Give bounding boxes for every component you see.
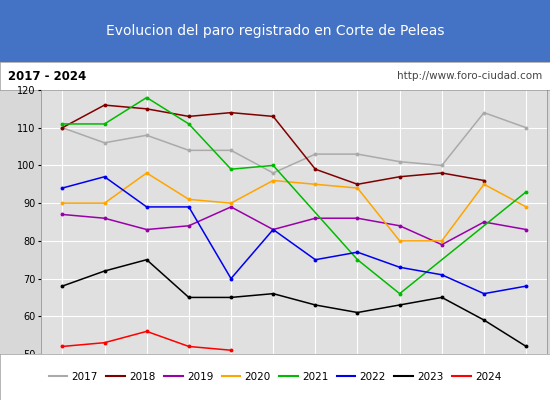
2021 bbox=[523, 190, 530, 194]
2023 bbox=[144, 257, 150, 262]
2019 bbox=[438, 242, 445, 247]
2020 bbox=[185, 197, 192, 202]
Line: 2018: 2018 bbox=[61, 104, 485, 186]
2022 bbox=[270, 227, 277, 232]
Line: 2023: 2023 bbox=[61, 258, 527, 348]
2018 bbox=[228, 110, 234, 115]
2024 bbox=[144, 329, 150, 334]
2021 bbox=[101, 122, 108, 126]
2019 bbox=[354, 216, 361, 221]
2017 bbox=[481, 110, 487, 115]
2018 bbox=[144, 106, 150, 111]
2021 bbox=[185, 122, 192, 126]
2019 bbox=[185, 223, 192, 228]
2022 bbox=[144, 204, 150, 209]
2022 bbox=[59, 186, 65, 190]
2023 bbox=[101, 269, 108, 274]
2020 bbox=[144, 170, 150, 175]
2020 bbox=[270, 178, 277, 183]
2024 bbox=[59, 344, 65, 349]
Legend: 2017, 2018, 2019, 2020, 2021, 2022, 2023, 2024: 2017, 2018, 2019, 2020, 2021, 2022, 2023… bbox=[45, 368, 505, 386]
2019 bbox=[397, 223, 403, 228]
2018 bbox=[101, 103, 108, 108]
Text: 2017 - 2024: 2017 - 2024 bbox=[8, 70, 86, 82]
2017 bbox=[228, 148, 234, 153]
2018 bbox=[312, 167, 318, 172]
Line: 2017: 2017 bbox=[61, 111, 527, 174]
2019 bbox=[59, 212, 65, 217]
2018 bbox=[481, 178, 487, 183]
2017 bbox=[101, 140, 108, 145]
2023 bbox=[312, 302, 318, 307]
2019 bbox=[101, 216, 108, 221]
2018 bbox=[438, 170, 445, 175]
2019 bbox=[144, 227, 150, 232]
2022 bbox=[523, 284, 530, 288]
2019 bbox=[270, 227, 277, 232]
Line: 2020: 2020 bbox=[61, 172, 527, 242]
2022 bbox=[101, 174, 108, 179]
2020 bbox=[59, 201, 65, 206]
2018 bbox=[185, 114, 192, 119]
2022 bbox=[397, 265, 403, 270]
2021 bbox=[144, 95, 150, 100]
2018 bbox=[354, 182, 361, 187]
2017 bbox=[354, 152, 361, 156]
2021 bbox=[397, 291, 403, 296]
2023 bbox=[481, 318, 487, 322]
2023 bbox=[185, 295, 192, 300]
2023 bbox=[397, 302, 403, 307]
2018 bbox=[59, 125, 65, 130]
Line: 2024: 2024 bbox=[61, 330, 232, 352]
2020 bbox=[312, 182, 318, 187]
Line: 2022: 2022 bbox=[61, 176, 527, 295]
Text: Evolucion del paro registrado en Corte de Peleas: Evolucion del paro registrado en Corte d… bbox=[106, 24, 444, 38]
2021 bbox=[59, 122, 65, 126]
2022 bbox=[481, 291, 487, 296]
2017 bbox=[523, 125, 530, 130]
2023 bbox=[438, 295, 445, 300]
2022 bbox=[354, 250, 361, 254]
2017 bbox=[59, 125, 65, 130]
2021 bbox=[228, 167, 234, 172]
2022 bbox=[312, 257, 318, 262]
2017 bbox=[438, 163, 445, 168]
2024 bbox=[101, 340, 108, 345]
2021 bbox=[354, 257, 361, 262]
2022 bbox=[228, 276, 234, 281]
2023 bbox=[270, 291, 277, 296]
2024 bbox=[228, 348, 234, 353]
2019 bbox=[481, 220, 487, 224]
2021 bbox=[270, 163, 277, 168]
2020 bbox=[397, 238, 403, 243]
Text: http://www.foro-ciudad.com: http://www.foro-ciudad.com bbox=[397, 71, 542, 81]
2020 bbox=[354, 186, 361, 190]
2023 bbox=[354, 310, 361, 315]
2017 bbox=[185, 148, 192, 153]
2024 bbox=[185, 344, 192, 349]
2019 bbox=[312, 216, 318, 221]
2020 bbox=[101, 201, 108, 206]
2020 bbox=[438, 238, 445, 243]
2022 bbox=[438, 272, 445, 277]
2017 bbox=[312, 152, 318, 156]
2022 bbox=[185, 204, 192, 209]
2018 bbox=[270, 114, 277, 119]
2023 bbox=[59, 284, 65, 288]
2019 bbox=[228, 204, 234, 209]
2018 bbox=[397, 174, 403, 179]
2020 bbox=[523, 204, 530, 209]
2020 bbox=[228, 201, 234, 206]
2023 bbox=[523, 344, 530, 349]
2017 bbox=[270, 170, 277, 175]
2017 bbox=[144, 133, 150, 138]
2020 bbox=[481, 182, 487, 187]
Line: 2021: 2021 bbox=[61, 96, 527, 295]
2017 bbox=[397, 159, 403, 164]
2019 bbox=[523, 227, 530, 232]
2023 bbox=[228, 295, 234, 300]
Line: 2019: 2019 bbox=[61, 206, 527, 246]
